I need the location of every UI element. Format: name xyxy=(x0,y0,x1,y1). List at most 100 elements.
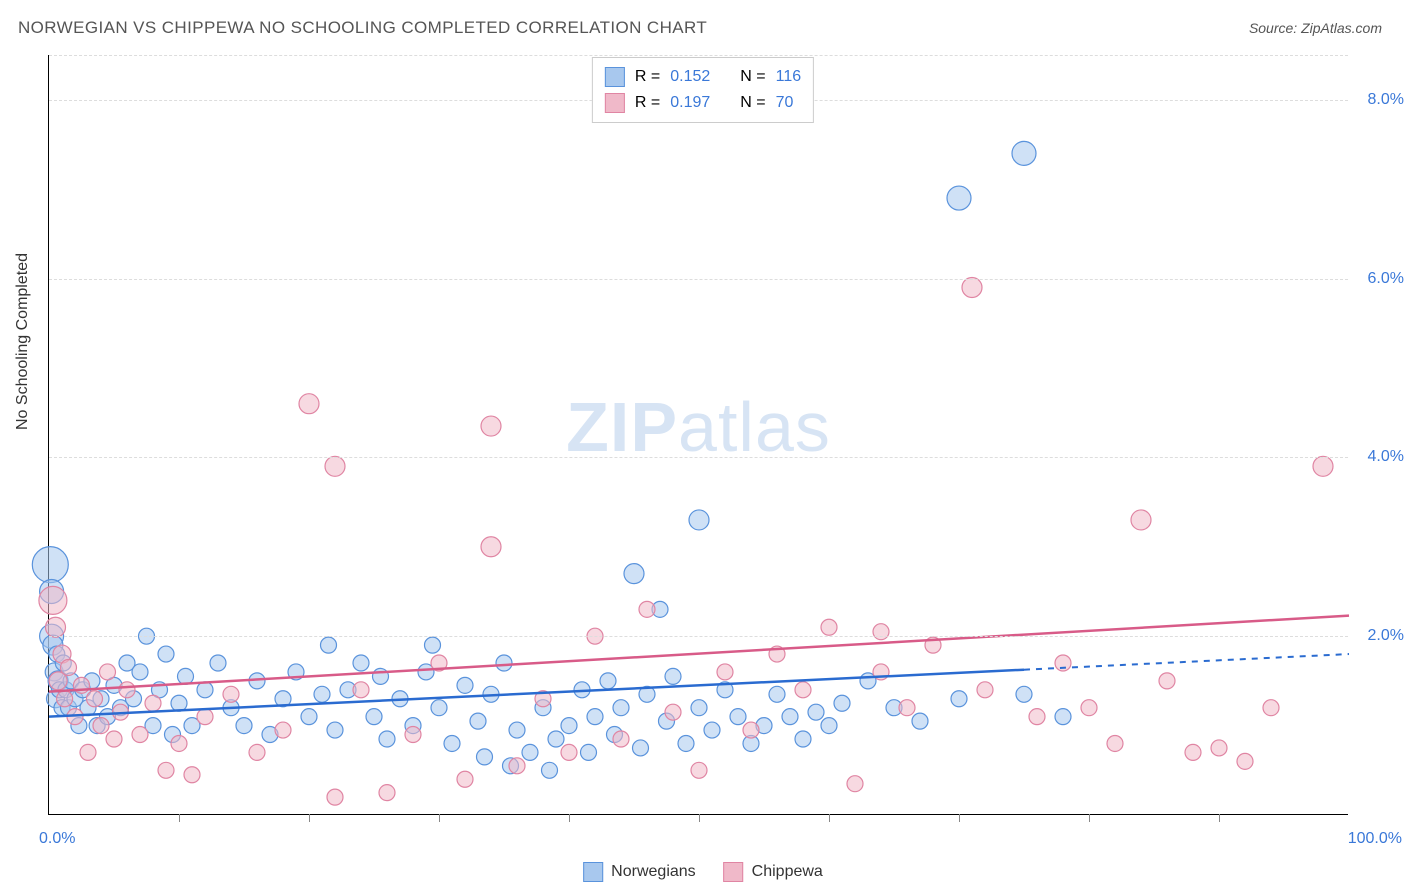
scatter-point xyxy=(704,722,720,738)
scatter-point xyxy=(689,510,709,530)
scatter-point xyxy=(32,547,68,583)
legend-stats-row-1: R = 0.197 N = 70 xyxy=(605,90,801,116)
scatter-point xyxy=(782,709,798,725)
scatter-point xyxy=(561,744,577,760)
legend-swatch-1 xyxy=(605,93,625,113)
scatter-point xyxy=(1107,735,1123,751)
scatter-point xyxy=(769,686,785,702)
scatter-point xyxy=(132,727,148,743)
r-label-0: R = xyxy=(635,64,660,90)
scatter-point xyxy=(600,673,616,689)
scatter-point xyxy=(197,682,213,698)
source-value: ZipAtlas.com xyxy=(1301,20,1382,36)
scatter-point xyxy=(912,713,928,729)
scatter-point xyxy=(366,709,382,725)
scatter-point xyxy=(947,186,971,210)
scatter-point xyxy=(299,394,319,414)
y-tick-label: 6.0% xyxy=(1368,270,1404,288)
legend-name-0: Norwegians xyxy=(611,863,695,881)
scatter-point xyxy=(353,655,369,671)
scatter-point xyxy=(1012,141,1036,165)
legend-name-1: Chippewa xyxy=(752,863,823,881)
scatter-point xyxy=(1185,744,1201,760)
legend-stats-row-0: R = 0.152 N = 116 xyxy=(605,64,801,90)
legend-item-0: Norwegians xyxy=(583,862,695,882)
scatter-point xyxy=(1029,709,1045,725)
scatter-point xyxy=(522,744,538,760)
legend-series: Norwegians Chippewa xyxy=(583,862,823,882)
scatter-point xyxy=(1159,673,1175,689)
scatter-point xyxy=(509,722,525,738)
scatter-point xyxy=(717,664,733,680)
scatter-point xyxy=(171,735,187,751)
scatter-point xyxy=(624,564,644,584)
scatter-point xyxy=(457,677,473,693)
scatter-point xyxy=(481,416,501,436)
scatter-point xyxy=(197,709,213,725)
r-label-1: R = xyxy=(635,90,660,116)
scatter-point xyxy=(873,624,889,640)
scatter-point xyxy=(678,735,694,751)
scatter-point xyxy=(327,789,343,805)
scatter-point xyxy=(249,744,265,760)
scatter-point xyxy=(847,776,863,792)
scatter-point xyxy=(795,731,811,747)
scatter-point xyxy=(821,619,837,635)
scatter-point xyxy=(1081,700,1097,716)
scatter-point xyxy=(962,277,982,297)
scatter-point xyxy=(87,691,103,707)
legend-bottom-swatch-0 xyxy=(583,862,603,882)
scatter-point xyxy=(327,722,343,738)
scatter-point xyxy=(691,700,707,716)
scatter-point xyxy=(425,637,441,653)
trend-line xyxy=(49,616,1349,692)
scatter-point xyxy=(633,740,649,756)
scatter-point xyxy=(39,586,67,614)
y-axis-label: No Schooling Completed xyxy=(14,253,32,430)
scatter-point xyxy=(236,718,252,734)
scatter-point xyxy=(444,735,460,751)
scatter-point xyxy=(1313,456,1333,476)
scatter-point xyxy=(1016,686,1032,702)
n-value-0: 116 xyxy=(776,64,802,90)
trend-line-dashed xyxy=(1024,654,1349,670)
r-value-0: 0.152 xyxy=(670,64,710,90)
scatter-point xyxy=(743,722,759,738)
scatter-point xyxy=(561,718,577,734)
scatter-point xyxy=(353,682,369,698)
n-value-1: 70 xyxy=(776,90,794,116)
scatter-point xyxy=(61,659,77,675)
scatter-point xyxy=(548,731,564,747)
chart-title: NORWEGIAN VS CHIPPEWA NO SCHOOLING COMPL… xyxy=(18,18,707,38)
scatter-point xyxy=(158,646,174,662)
scatter-point xyxy=(93,718,109,734)
scatter-point xyxy=(106,731,122,747)
scatter-point xyxy=(405,727,421,743)
n-label-1: N = xyxy=(740,90,765,116)
scatter-point xyxy=(1237,753,1253,769)
chart-svg xyxy=(49,55,1348,814)
scatter-point xyxy=(477,749,493,765)
scatter-point xyxy=(321,637,337,653)
scatter-point xyxy=(379,731,395,747)
scatter-point xyxy=(431,700,447,716)
scatter-point xyxy=(275,722,291,738)
scatter-point xyxy=(325,456,345,476)
scatter-point xyxy=(481,537,501,557)
scatter-point xyxy=(100,664,116,680)
scatter-point xyxy=(691,762,707,778)
scatter-point xyxy=(899,700,915,716)
scatter-point xyxy=(314,686,330,702)
scatter-point xyxy=(178,668,194,684)
scatter-point xyxy=(470,713,486,729)
scatter-point xyxy=(496,655,512,671)
scatter-point xyxy=(46,617,66,637)
scatter-point xyxy=(730,709,746,725)
scatter-point xyxy=(587,709,603,725)
scatter-point xyxy=(1211,740,1227,756)
scatter-point xyxy=(581,744,597,760)
scatter-point xyxy=(1263,700,1279,716)
scatter-point xyxy=(119,682,135,698)
scatter-point xyxy=(795,682,811,698)
y-tick-label: 8.0% xyxy=(1368,91,1404,109)
